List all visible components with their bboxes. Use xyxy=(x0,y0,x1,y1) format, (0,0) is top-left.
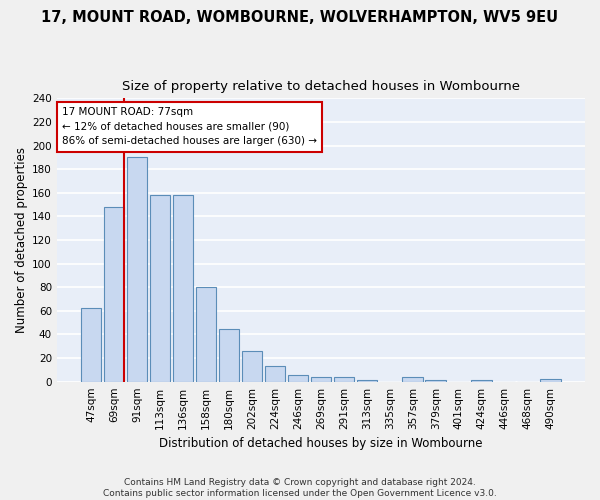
Bar xyxy=(196,287,217,382)
Bar xyxy=(150,195,170,382)
Bar xyxy=(173,195,193,382)
Bar xyxy=(311,377,331,382)
Bar xyxy=(127,158,148,382)
Bar xyxy=(104,207,124,382)
Bar xyxy=(265,366,285,382)
Text: Contains HM Land Registry data © Crown copyright and database right 2024.
Contai: Contains HM Land Registry data © Crown c… xyxy=(103,478,497,498)
Bar xyxy=(287,374,308,382)
Y-axis label: Number of detached properties: Number of detached properties xyxy=(15,147,28,333)
Text: 17 MOUNT ROAD: 77sqm
← 12% of detached houses are smaller (90)
86% of semi-detac: 17 MOUNT ROAD: 77sqm ← 12% of detached h… xyxy=(62,107,317,146)
Title: Size of property relative to detached houses in Wombourne: Size of property relative to detached ho… xyxy=(122,80,520,93)
Bar xyxy=(541,380,561,382)
Text: 17, MOUNT ROAD, WOMBOURNE, WOLVERHAMPTON, WV5 9EU: 17, MOUNT ROAD, WOMBOURNE, WOLVERHAMPTON… xyxy=(41,10,559,25)
Bar xyxy=(356,380,377,382)
Bar xyxy=(218,328,239,382)
Bar xyxy=(334,377,354,382)
Bar xyxy=(81,308,101,382)
X-axis label: Distribution of detached houses by size in Wombourne: Distribution of detached houses by size … xyxy=(159,437,482,450)
Bar xyxy=(403,377,423,382)
Bar xyxy=(472,380,492,382)
Bar xyxy=(242,351,262,382)
Bar xyxy=(425,380,446,382)
